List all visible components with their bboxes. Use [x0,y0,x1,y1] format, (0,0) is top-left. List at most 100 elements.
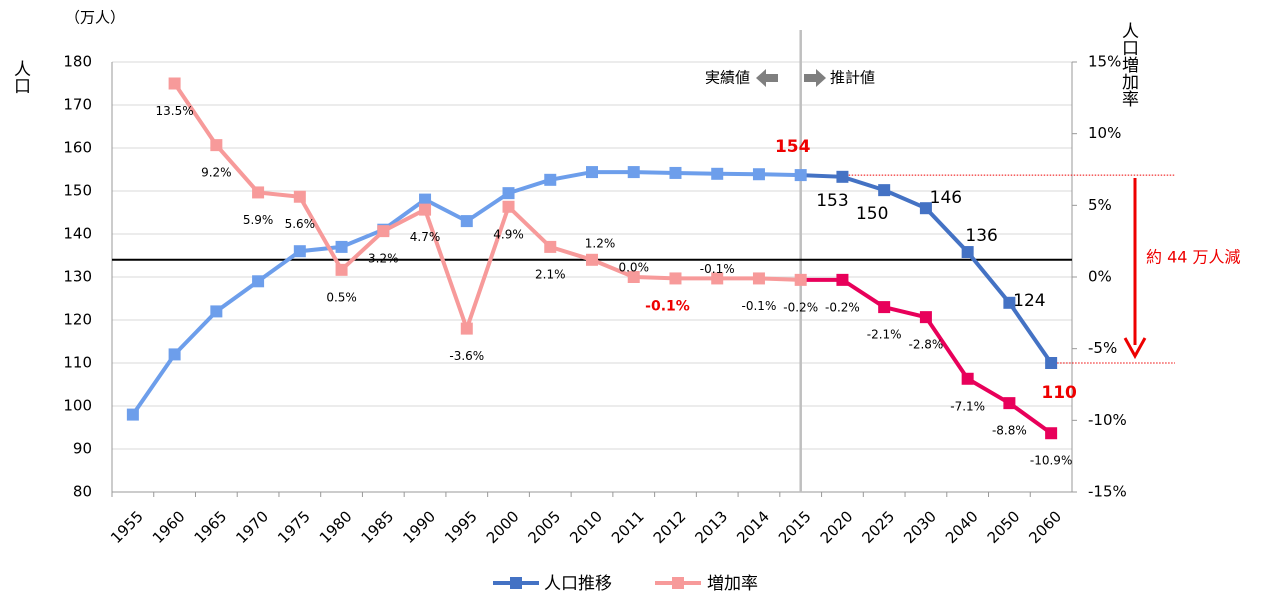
legend-label: 増加率 [707,574,758,594]
marker [586,253,598,266]
y2-tick-label: 0% [1088,268,1112,286]
marker [1003,397,1016,410]
y2-tick-label: 15% [1088,53,1121,71]
marker [669,272,682,285]
marker [252,275,265,288]
y-axis-label: 人口 [10,60,31,94]
unit-label: （万人） [65,9,125,27]
x-tick-label: 2010 [566,507,606,547]
marker [335,240,348,253]
marker [836,273,849,286]
x-tick-label: 2011 [608,507,648,547]
data-label: 146 [930,188,962,208]
marker [752,168,765,181]
data-label: -10.9% [1030,454,1072,468]
data-label: 0.0% [618,261,649,275]
x-tick-label: 2005 [525,507,565,547]
marker [711,272,724,285]
marker [335,263,348,276]
x-tick-label: 1975 [274,507,314,547]
y2-tick-label: -15% [1088,483,1127,501]
marker [210,305,223,318]
data-label: 5.6% [285,217,316,231]
x-tick-label: 1990 [399,507,439,547]
line-actual [131,170,801,416]
data-label: 5.9% [243,213,274,227]
y-tick-label: 130 [63,268,92,286]
y-tick-label: 80 [73,483,92,501]
y2-tick-label: 10% [1088,124,1121,142]
y2-axis-label: 人口増加率 [1118,22,1139,107]
data-label: 136 [965,226,997,246]
marker [460,322,473,335]
marker [419,193,432,206]
marker [919,202,932,215]
x-tick-label: 2025 [858,507,898,547]
data-label: 153 [816,191,848,211]
data-label: 9.2% [201,166,232,180]
data-label: 2.1% [535,267,566,281]
x-tick-label: 2012 [650,507,690,547]
y-tick-label: 140 [63,225,92,243]
marker [544,240,557,253]
data-label: 3.2% [368,252,399,266]
y-tick-label: 150 [63,182,92,200]
estimate-label: 推計値 [830,69,875,87]
x-tick-label: 1995 [441,507,481,547]
data-label: 0.5% [326,290,357,304]
marker [252,186,265,199]
data-label: 110 [1041,383,1077,403]
marker [586,166,598,179]
x-tick-label: 2050 [984,507,1024,547]
x-tick-label: 2014 [733,507,773,547]
x-tick-label: 2040 [942,507,982,547]
arrow-left [756,69,778,87]
marker [419,203,432,216]
marker [669,166,682,179]
decrease-arrowhead [1123,337,1147,360]
marker [836,170,849,183]
data-label: 124 [1013,291,1045,311]
data-label: -0.1% [700,262,735,276]
decrease-label: 約 44 万人減 [1146,248,1241,267]
marker [460,215,473,228]
marker [502,200,515,213]
y-tick-label: 90 [73,440,92,458]
line-actual [172,82,801,335]
marker [502,187,515,200]
data-label: -8.8% [992,424,1027,438]
y-tick-label: 160 [63,139,92,157]
marker [293,245,306,258]
y2-tick-label: 5% [1088,196,1112,214]
actual-label: 実績値 [705,69,750,87]
marker [1003,296,1016,309]
marker [794,169,807,182]
marker [168,348,181,361]
marker [752,272,765,285]
y2-tick-label: -5% [1088,339,1117,357]
x-tick-label: 1965 [191,507,231,547]
legend-marker [672,577,684,589]
x-tick-label: 1960 [149,507,189,547]
marker [961,372,974,385]
data-label: -2.1% [867,328,902,342]
marker [293,190,306,203]
marker [168,77,181,90]
marker [919,311,932,324]
data-label: -3.6% [449,349,484,363]
arrow-right [804,69,826,87]
data-label: -0.2% [825,300,860,314]
y-tick-label: 180 [63,53,92,71]
data-label: -0.1% [645,298,690,314]
x-tick-label: 1980 [316,507,356,547]
marker [1045,357,1058,369]
data-label: 154 [775,137,811,157]
marker [961,246,974,259]
x-tick-label: 1970 [232,507,272,547]
marker [377,225,390,238]
marker [627,271,640,283]
marker [878,301,891,314]
data-label: -0.1% [742,299,777,313]
x-tick-label: 2020 [817,507,857,547]
